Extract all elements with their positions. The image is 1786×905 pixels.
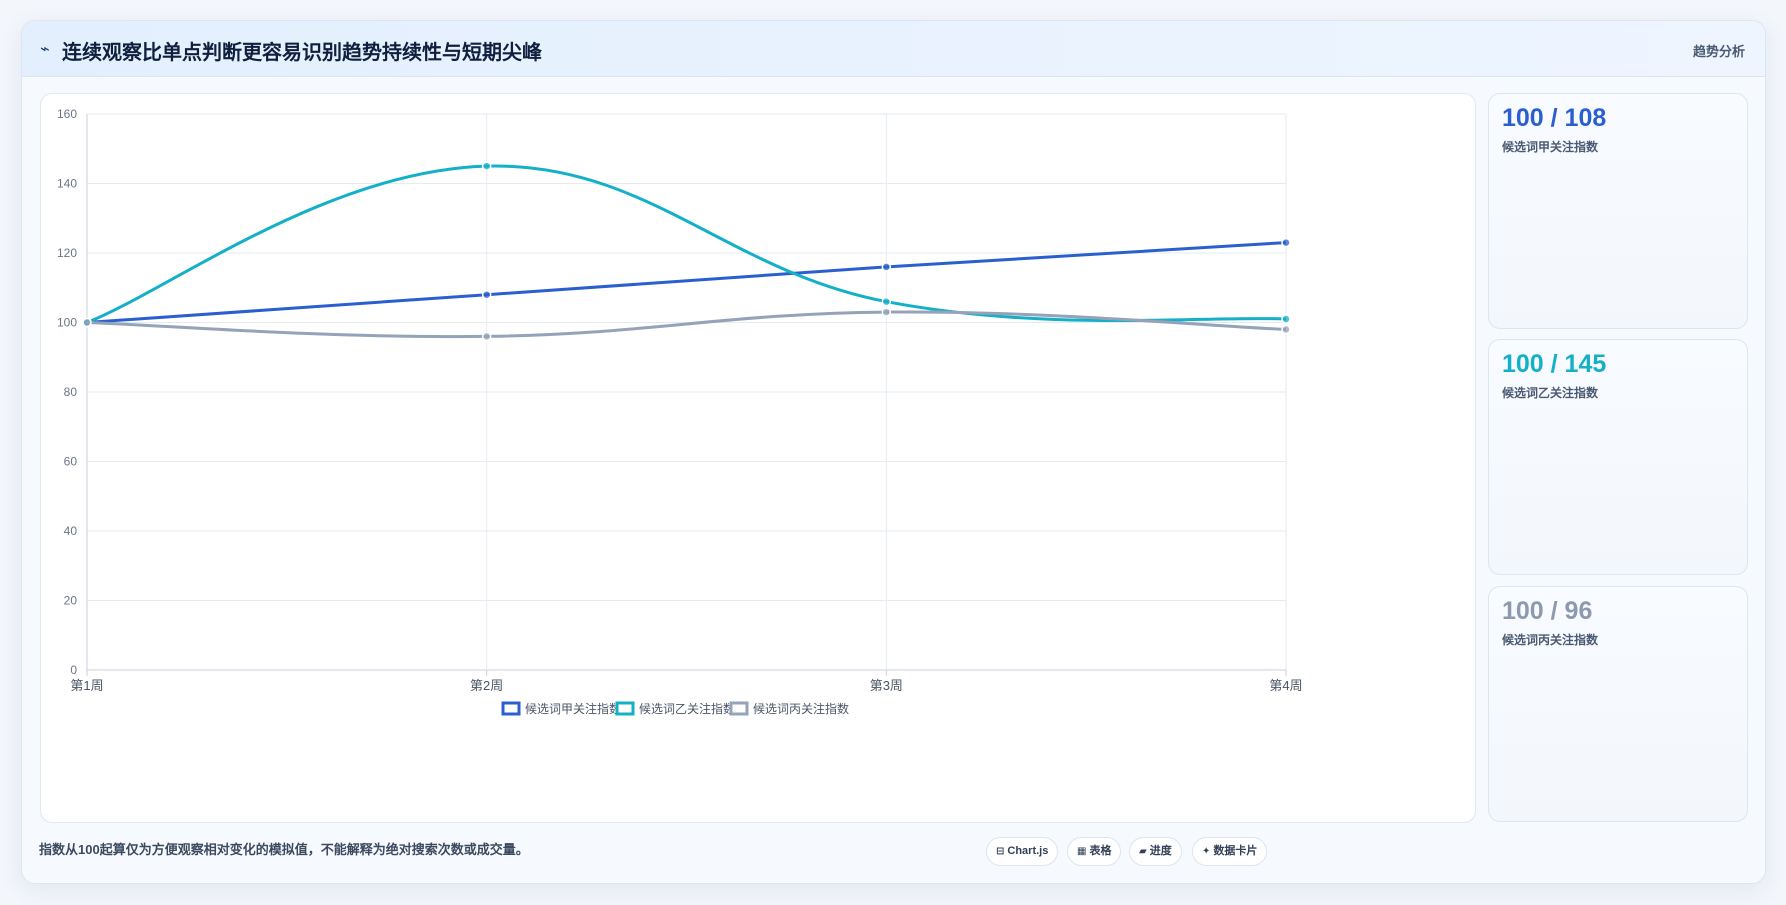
stat-value: 100 / 108 <box>1502 104 1607 132</box>
chip-label: 数据卡片 <box>1213 845 1258 857</box>
chip-label: Chart.js <box>1007 845 1049 857</box>
y-tick-label: 140 <box>57 177 77 191</box>
series-line-1 <box>86 164 1287 324</box>
y-tick-label: 80 <box>64 385 78 399</box>
panel-title: 连续观察比单点判断更容易识别趋势持续性与短期尖峰 <box>62 42 542 64</box>
chip-label: 表格 <box>1089 845 1112 857</box>
stat-card-jia: 100 / 108 候选词甲关注指数 <box>1488 93 1748 329</box>
x-tick-label: 第3周 <box>870 678 903 693</box>
chip-chartjs-button[interactable]: ⊟ Chart.js <box>986 837 1059 866</box>
series-point-2 <box>82 317 92 328</box>
legend-swatch <box>615 701 635 716</box>
legend-label: 候选词乙关注指数 <box>639 701 735 716</box>
line-chart: 0 20 40 60 80 100 120 140 160 第1周 第2周 第3周 第4周候选词甲关注指… <box>57 107 1303 716</box>
stat-label: 候选词甲关注指数 <box>1502 140 1599 154</box>
y-tick-label: 0 <box>70 663 77 677</box>
chip-label: 进度 <box>1149 845 1172 857</box>
stat-label: 候选词丙关注指数 <box>1502 633 1599 647</box>
footnote: 指数从100起算仅为方便观察相对变化的模拟值，不能解释为绝对搜索次数或成交量。 <box>39 842 529 857</box>
y-tick-label: 20 <box>64 594 78 608</box>
progress-icon: ▰ <box>1139 846 1147 857</box>
series-point-2 <box>1281 324 1291 335</box>
y-tick-label: 100 <box>57 316 77 330</box>
legend-label: 候选词丙关注指数 <box>753 701 849 716</box>
panel-tag: 趋势分析 <box>1692 44 1745 59</box>
sparkle-icon: ✦ <box>1202 846 1211 857</box>
trend-panel: ⌁ 连续观察比单点判断更容易识别趋势持续性与短期尖峰 趋势分析 0 20 40 60 8… <box>21 20 1766 884</box>
panel-header: ⌁ 连续观察比单点判断更容易识别趋势持续性与短期尖峰 趋势分析 <box>22 21 1765 77</box>
trend-line-icon: ⌁ <box>40 41 50 58</box>
legend-swatch <box>501 701 521 716</box>
chart-card: 0 20 40 60 80 100 120 140 160 第1周 第2周 第3周 第4周候选词甲关注指… <box>40 93 1476 823</box>
stat-value: 100 / 96 <box>1502 597 1593 625</box>
y-tick-label: 160 <box>57 107 77 121</box>
series-point-2 <box>481 331 492 342</box>
stat-value: 100 / 145 <box>1502 350 1607 378</box>
stat-card-yi: 100 / 145 候选词乙关注指数 <box>1488 339 1748 575</box>
series-point-1 <box>481 161 492 171</box>
legend-label: 候选词甲关注指数 <box>525 701 621 716</box>
y-tick-label: 60 <box>64 455 78 469</box>
series-line-0 <box>86 241 1287 324</box>
stat-label: 候选词乙关注指数 <box>1502 386 1599 400</box>
chart-icon: ⊟ <box>996 846 1005 857</box>
series-point-0 <box>1281 237 1291 248</box>
chip-table-button[interactable]: ▦ 表格 <box>1067 837 1122 866</box>
x-tick-label: 第1周 <box>70 678 103 693</box>
stat-card-bing: 100 / 96 候选词丙关注指数 <box>1488 586 1748 822</box>
table-icon: ▦ <box>1077 846 1087 857</box>
legend-swatch <box>729 701 749 716</box>
series-point-2 <box>881 307 892 317</box>
chip-datacard-button[interactable]: ✦ 数据卡片 <box>1192 837 1268 866</box>
x-tick-label: 第4周 <box>1269 678 1302 693</box>
y-tick-label: 120 <box>57 246 77 260</box>
series-point-1 <box>1281 314 1291 324</box>
series-point-1 <box>881 296 892 307</box>
series-line-2 <box>86 310 1287 339</box>
series-point-0 <box>481 289 492 300</box>
y-tick-label: 40 <box>64 524 78 538</box>
series-point-0 <box>881 262 892 272</box>
chip-progress-button[interactable]: ▰ 进度 <box>1129 837 1182 866</box>
x-tick-label: 第2周 <box>470 678 503 693</box>
